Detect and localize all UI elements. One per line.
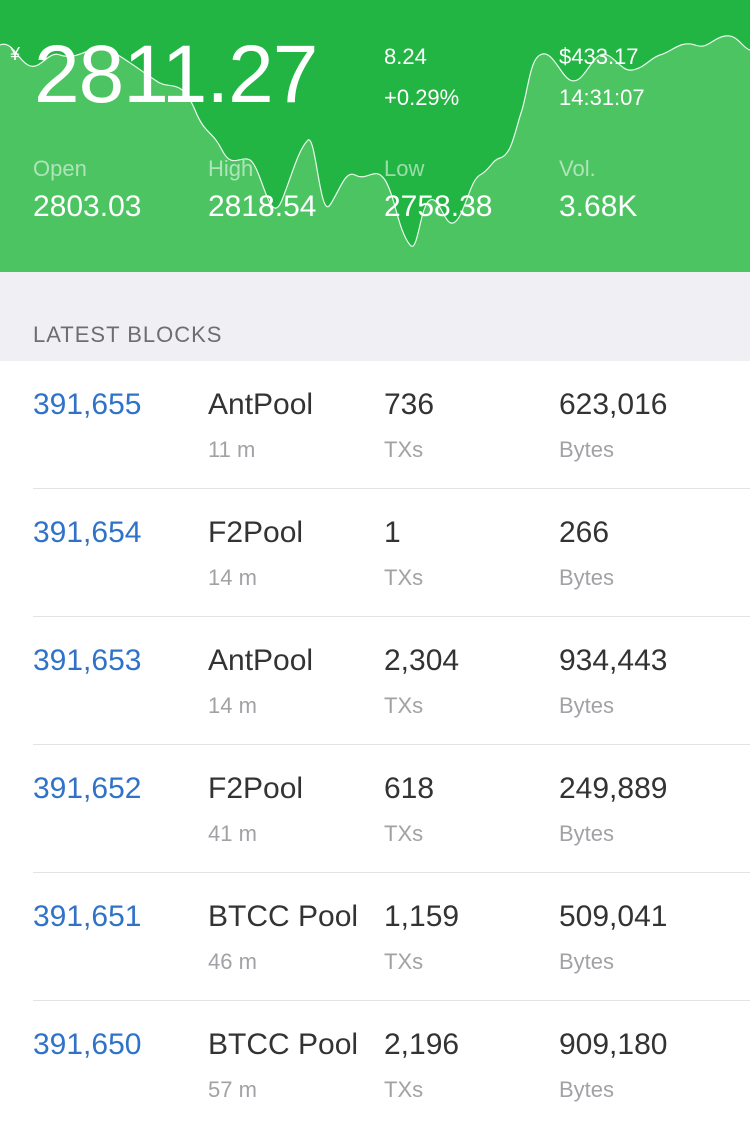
blocks-list: 391,655 AntPool 11 m 736 TXs 623,016 Byt… [0, 361, 750, 1129]
usd-price: $433.17 [559, 44, 639, 69]
block-height-link[interactable]: 391,651 [33, 900, 142, 933]
stat-high-label: High [208, 156, 254, 181]
block-pool: AntPool [208, 644, 314, 677]
block-tx-count: 618 [384, 772, 435, 805]
block-age: 46 m [208, 949, 257, 974]
block-row[interactable]: 391,654 F2Pool 14 m 1 TXs 266 Bytes [0, 489, 750, 617]
block-size-unit: Bytes [559, 693, 615, 718]
stat-volume: Vol. 3.68K [559, 156, 637, 224]
block-size: 623,016 [559, 388, 668, 421]
block-size: 266 [559, 516, 610, 549]
block-size-unit: Bytes [559, 565, 615, 590]
block-tx-unit: TXs [384, 437, 424, 462]
block-tx-count: 1,159 [384, 900, 460, 933]
stat-open: Open 2803.03 [33, 156, 141, 224]
block-age: 57 m [208, 1077, 257, 1102]
block-tx-count: 1 [384, 516, 401, 549]
block-size: 249,889 [559, 772, 668, 805]
block-height-link[interactable]: 391,653 [33, 644, 142, 677]
stat-volume-value: 3.68K [559, 190, 638, 223]
block-height-link[interactable]: 391,654 [33, 516, 142, 549]
block-height-link[interactable]: 391,650 [33, 1028, 142, 1061]
block-size: 909,180 [559, 1028, 668, 1061]
block-tx-count: 736 [384, 388, 435, 421]
current-price: 2811.27 [34, 29, 318, 120]
sparkline-area [0, 35, 750, 272]
block-tx-unit: TXs [384, 1077, 424, 1102]
stat-low-value: 2758.38 [384, 190, 493, 223]
block-pool: BTCC Pool [208, 900, 359, 933]
stat-low-label: Low [384, 156, 425, 181]
block-size: 934,443 [559, 644, 668, 677]
block-tx-count: 2,304 [384, 644, 460, 677]
block-row[interactable]: 391,651 BTCC Pool 46 m 1,159 TXs 509,041… [0, 873, 750, 1001]
block-size-unit: Bytes [559, 1077, 615, 1102]
block-tx-unit: TXs [384, 693, 424, 718]
block-tx-unit: TXs [384, 949, 424, 974]
block-tx-count: 2,196 [384, 1028, 460, 1061]
price-ticker-header: ¥ 2811.27 8.24 +0.29% $433.17 14:31:07 O… [0, 0, 750, 272]
stat-volume-label: Vol. [559, 156, 596, 181]
stat-open-label: Open [33, 156, 87, 181]
block-age: 14 m [208, 693, 257, 718]
stat-low: Low 2758.38 [384, 156, 492, 224]
block-pool: BTCC Pool [208, 1028, 359, 1061]
latest-blocks-section-header: LATEST BLOCKS [0, 272, 750, 361]
block-height-link[interactable]: 391,655 [33, 388, 142, 421]
stat-high-value: 2818.54 [208, 190, 317, 223]
stat-open-value: 2803.03 [33, 190, 142, 223]
stat-high: High 2818.54 [208, 156, 316, 224]
block-row[interactable]: 391,653 AntPool 14 m 2,304 TXs 934,443 B… [0, 617, 750, 745]
block-size: 509,041 [559, 900, 668, 933]
block-height-link[interactable]: 391,652 [33, 772, 142, 805]
price-change: 8.24 [384, 44, 427, 69]
block-size-unit: Bytes [559, 949, 615, 974]
block-tx-unit: TXs [384, 565, 424, 590]
block-size-unit: Bytes [559, 821, 615, 846]
block-age: 11 m [208, 437, 256, 462]
currency-symbol: ¥ [10, 44, 21, 64]
block-age: 14 m [208, 565, 257, 590]
price-sparkline [0, 35, 750, 272]
block-age: 41 m [208, 821, 257, 846]
block-pool: AntPool [208, 388, 314, 421]
price-change-percent: +0.29% [384, 85, 460, 110]
block-tx-unit: TXs [384, 821, 424, 846]
section-title: LATEST BLOCKS [33, 322, 223, 347]
block-row[interactable]: 391,650 BTCC Pool 57 m 2,196 TXs 909,180… [0, 1001, 750, 1129]
block-row[interactable]: 391,652 F2Pool 41 m 618 TXs 249,889 Byte… [0, 745, 750, 873]
block-row[interactable]: 391,655 AntPool 11 m 736 TXs 623,016 Byt… [0, 361, 750, 489]
block-pool: F2Pool [208, 516, 304, 549]
block-size-unit: Bytes [559, 437, 615, 462]
sparkline-line [0, 35, 750, 247]
last-updated-time: 14:31:07 [559, 85, 645, 110]
block-pool: F2Pool [208, 772, 304, 805]
